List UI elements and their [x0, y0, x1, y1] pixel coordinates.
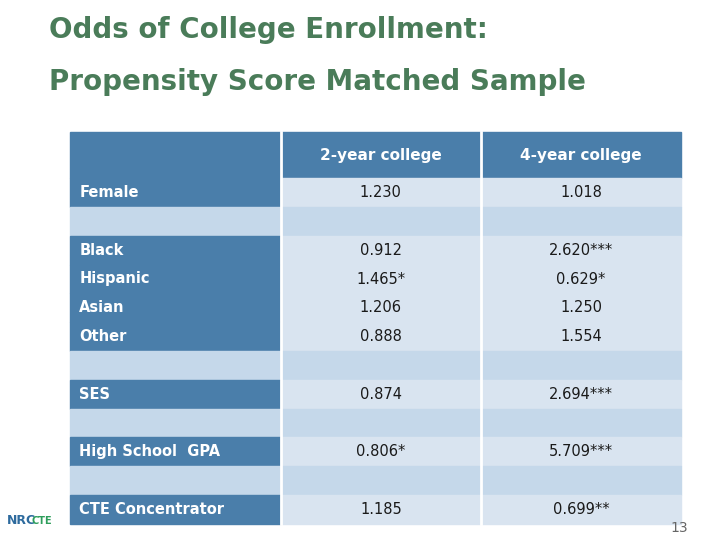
- Text: CTE Concentrator: CTE Concentrator: [79, 502, 225, 517]
- Text: 0.629*: 0.629*: [557, 272, 606, 287]
- Bar: [71, 466, 681, 495]
- Text: 1.465*: 1.465*: [356, 272, 405, 287]
- Text: 13: 13: [670, 521, 688, 535]
- Bar: [281, 265, 681, 293]
- Text: 5.709***: 5.709***: [549, 444, 613, 460]
- Text: 2.620***: 2.620***: [549, 242, 613, 258]
- Text: 1.206: 1.206: [360, 300, 402, 315]
- Text: 1.185: 1.185: [360, 502, 402, 517]
- Text: 2.694***: 2.694***: [549, 387, 613, 402]
- Text: 1.554: 1.554: [560, 329, 602, 344]
- Text: High School  GPA: High School GPA: [79, 444, 220, 460]
- Text: 0.912: 0.912: [360, 242, 402, 258]
- Text: 1.230: 1.230: [360, 185, 402, 200]
- Text: 1.250: 1.250: [560, 300, 602, 315]
- Bar: [281, 293, 681, 322]
- Bar: [281, 380, 681, 409]
- Text: 0.888: 0.888: [360, 329, 402, 344]
- Bar: [71, 351, 681, 380]
- Text: Female: Female: [79, 185, 139, 200]
- Text: 2-year college: 2-year college: [320, 148, 442, 163]
- Text: SES: SES: [79, 387, 110, 402]
- Text: 0.699**: 0.699**: [553, 502, 609, 517]
- Bar: [71, 380, 281, 409]
- Text: NRC: NRC: [7, 514, 36, 526]
- Bar: [71, 207, 681, 236]
- Text: 4-year college: 4-year college: [520, 148, 642, 163]
- Bar: [281, 178, 681, 207]
- Bar: [71, 322, 281, 351]
- Text: Odds of College Enrollment:: Odds of College Enrollment:: [49, 16, 488, 44]
- Bar: [281, 236, 681, 265]
- Bar: [281, 322, 681, 351]
- Text: 1.018: 1.018: [560, 185, 602, 200]
- Bar: [71, 265, 281, 293]
- Bar: [281, 495, 681, 524]
- Text: Other: Other: [79, 329, 127, 344]
- Text: 0.806*: 0.806*: [356, 444, 405, 460]
- Bar: [71, 132, 681, 178]
- Bar: [71, 178, 281, 207]
- Bar: [71, 437, 281, 466]
- Bar: [71, 293, 281, 322]
- Bar: [71, 495, 281, 524]
- Text: Asian: Asian: [79, 300, 125, 315]
- Text: Propensity Score Matched Sample: Propensity Score Matched Sample: [49, 68, 586, 96]
- Bar: [71, 236, 281, 265]
- Text: Hispanic: Hispanic: [79, 272, 150, 287]
- Bar: [71, 409, 681, 437]
- Text: 0.874: 0.874: [360, 387, 402, 402]
- Bar: [281, 437, 681, 466]
- Text: CTE: CTE: [32, 516, 53, 526]
- Text: Black: Black: [79, 242, 124, 258]
